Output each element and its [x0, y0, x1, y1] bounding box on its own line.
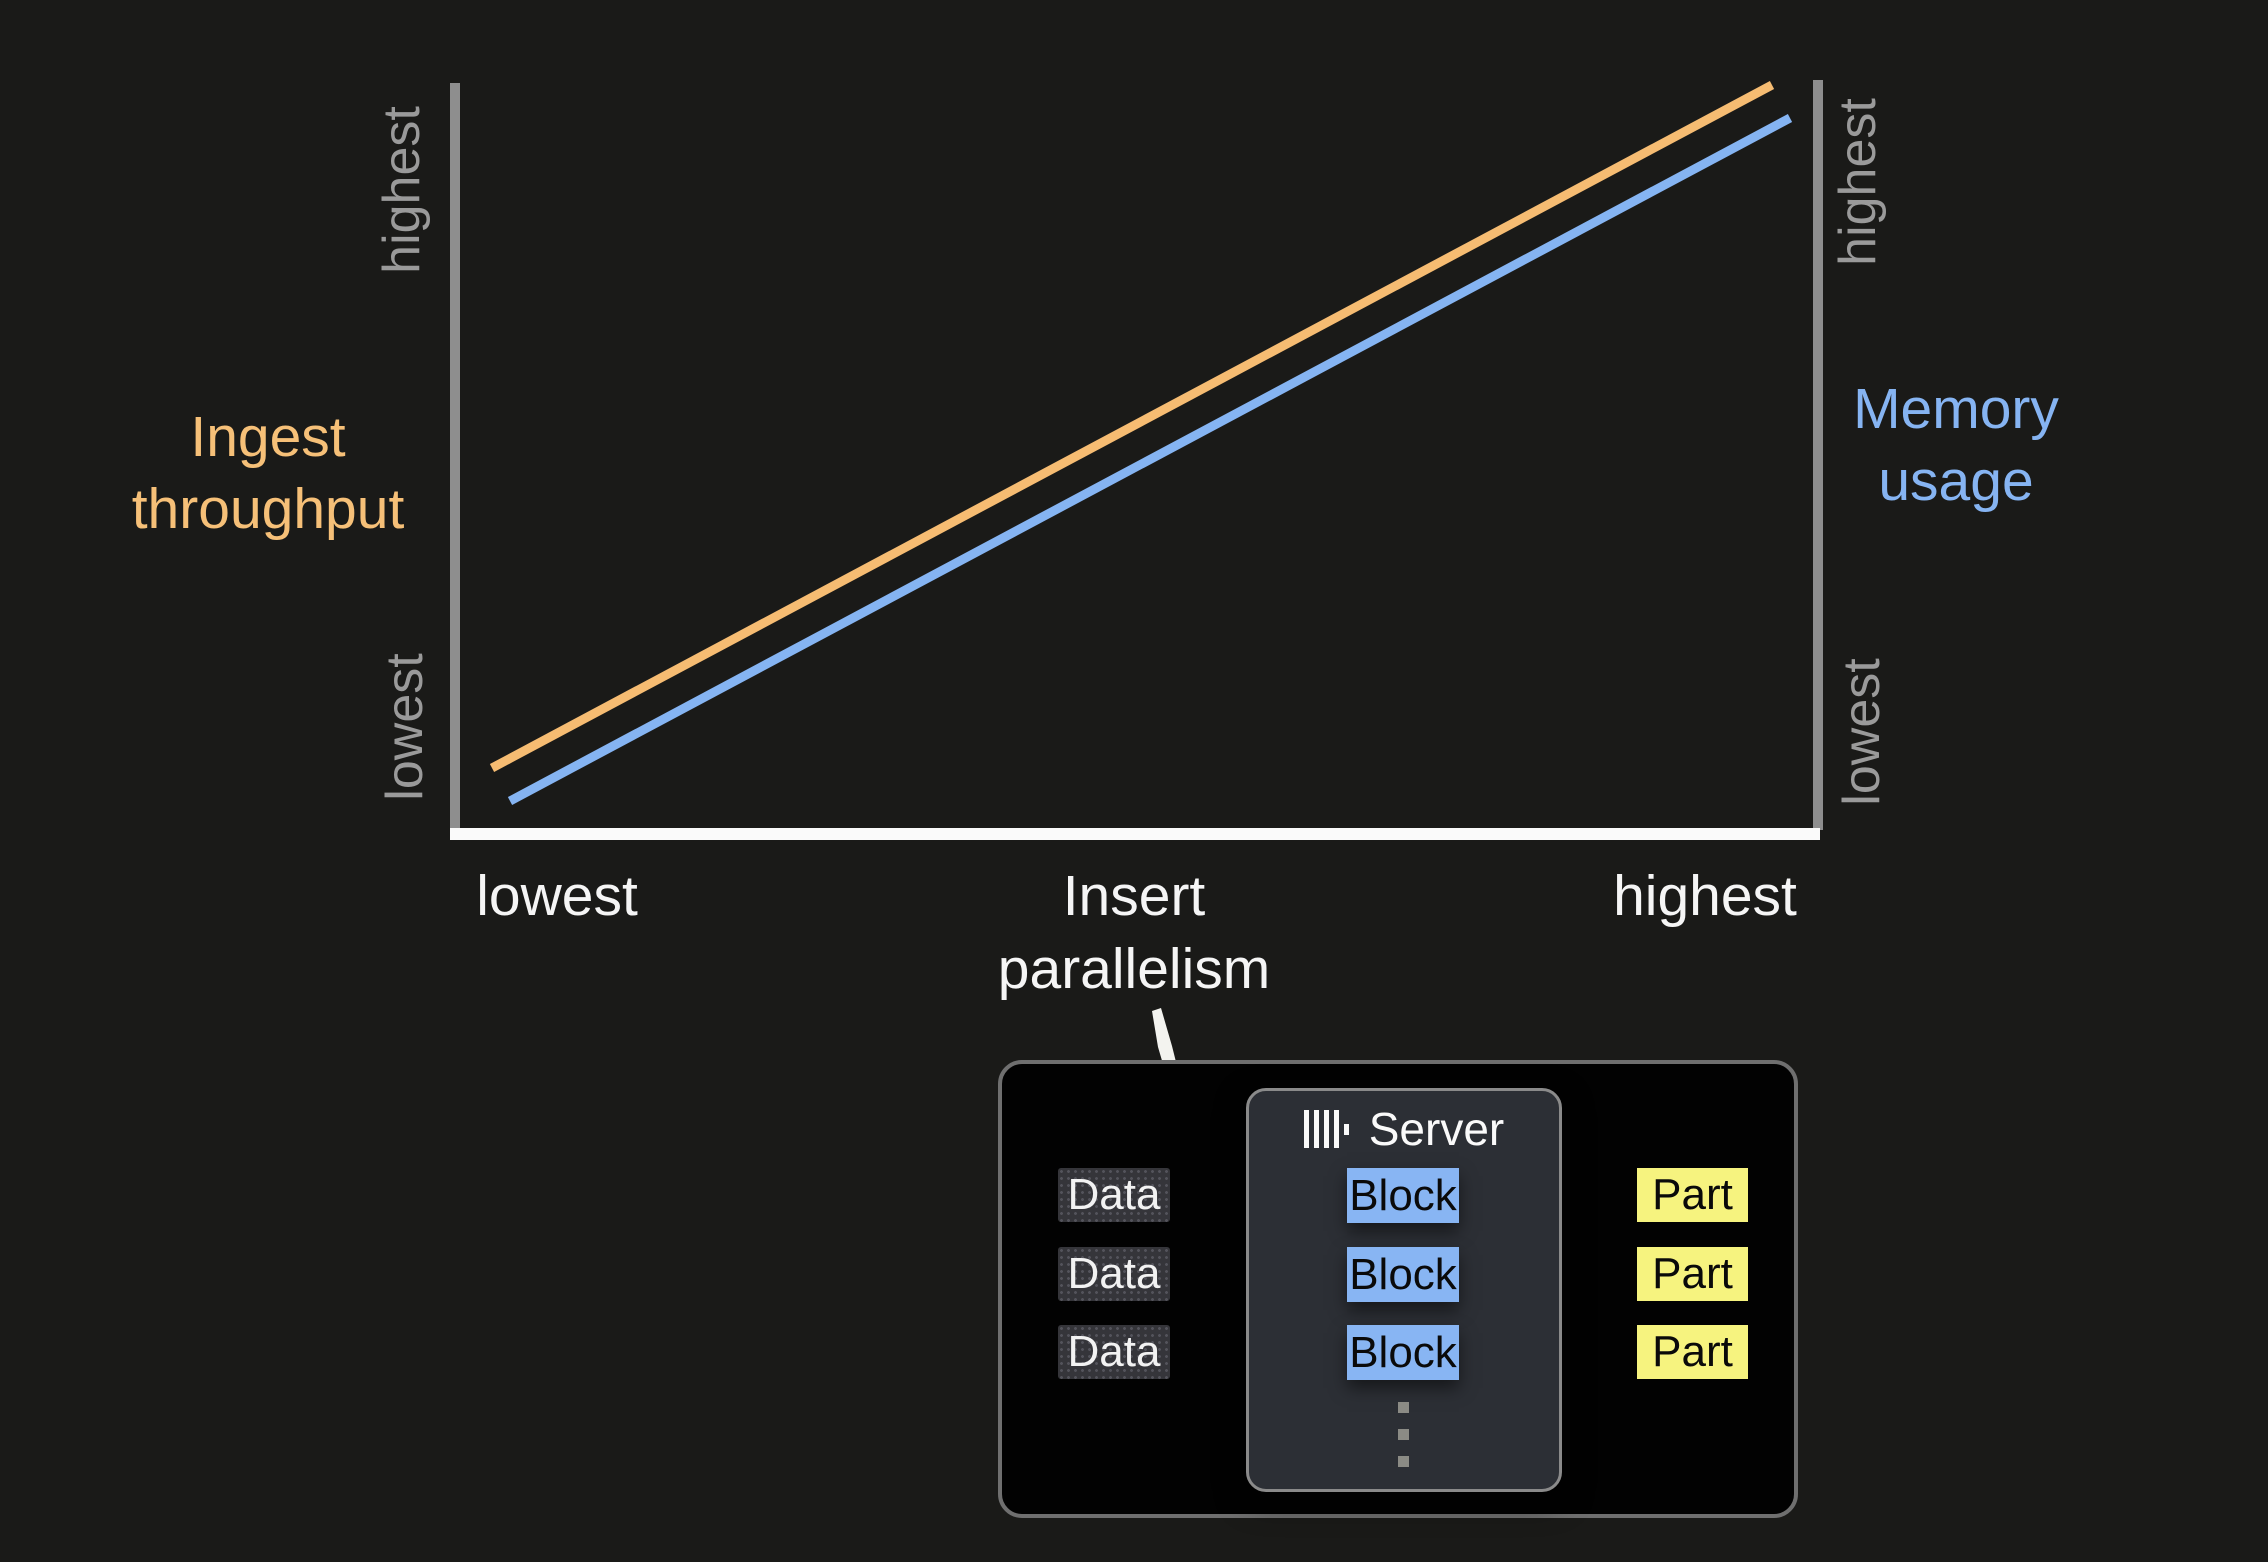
vertical-dots-icon: [1398, 1402, 1409, 1413]
server-header: Server: [1246, 1103, 1562, 1155]
memory-usage-line: [507, 114, 1793, 805]
part-box: Part: [1637, 1168, 1748, 1222]
server-label: Server: [1368, 1103, 1505, 1155]
part-box: Part: [1637, 1247, 1748, 1301]
block-box: Block: [1347, 1247, 1459, 1302]
ingest-throughput-line: [489, 81, 1775, 772]
right-y-axis-line: [1813, 80, 1823, 830]
x-axis-max-label: highest: [1613, 864, 1797, 928]
left-axis-title-line2: throughput: [131, 477, 405, 541]
block-box: Block: [1347, 1325, 1459, 1380]
left-axis-title-line1: Ingest: [190, 405, 346, 469]
vertical-dots-icon: [1398, 1456, 1409, 1467]
x-axis-line: [450, 828, 1820, 840]
right-axis-title-line2: usage: [1878, 449, 2034, 513]
left-axis-title: Ingest throughput: [132, 401, 405, 545]
left-axis-bottom-tick-label: lowest: [376, 653, 434, 801]
x-axis-title-line2: parallelism: [997, 937, 1271, 1001]
clickhouse-bars-icon: [1303, 1110, 1349, 1148]
x-axis-min-label: lowest: [476, 864, 638, 928]
right-axis-top-tick-label: highest: [1829, 98, 1887, 266]
left-y-axis-line: [450, 83, 460, 828]
x-axis-title-line1: Insert: [1062, 864, 1206, 928]
left-axis-top-tick-label: highest: [373, 106, 431, 274]
right-axis-bottom-tick-label: lowest: [1833, 658, 1891, 806]
right-axis-title-line1: Memory: [1853, 377, 2059, 441]
x-axis-title: Insert parallelism: [998, 860, 1270, 1006]
right-axis-title: Memory usage: [1853, 373, 2059, 517]
part-box: Part: [1637, 1325, 1748, 1379]
data-box: Data: [1058, 1325, 1170, 1379]
data-box: Data: [1058, 1247, 1170, 1301]
vertical-dots-icon: [1398, 1429, 1409, 1440]
data-box: Data: [1058, 1168, 1170, 1222]
block-box: Block: [1347, 1168, 1459, 1223]
